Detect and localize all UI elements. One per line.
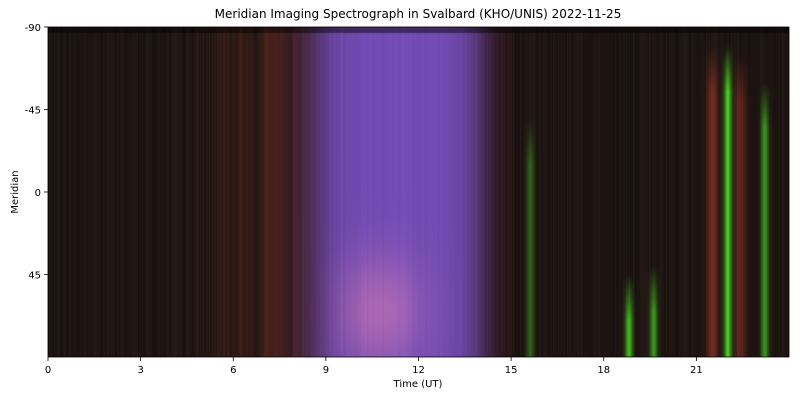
x-tick-label: 3 (137, 365, 143, 376)
x-tick-label: 6 (230, 365, 236, 376)
x-tick-label: 0 (45, 365, 51, 376)
y-tick-label: 0 (35, 188, 41, 199)
chart-title: Meridian Imaging Spectrograph in Svalbar… (215, 7, 622, 21)
x-tick-label: 21 (690, 365, 703, 376)
x-axis-label: Time (UT) (393, 379, 443, 390)
y-axis-label: Meridian (10, 170, 21, 213)
x-tick-label: 15 (505, 365, 518, 376)
x-tick-label: 9 (323, 365, 329, 376)
y-tick-label: -90 (25, 23, 41, 34)
x-axis: 0 3 6 9 12 15 18 21 (45, 357, 703, 376)
x-tick-label: 18 (597, 365, 610, 376)
x-tick-label: 12 (412, 365, 425, 376)
spectrogram-heatmap (48, 27, 789, 357)
y-tick-label: 45 (28, 271, 41, 282)
y-axis: -90 -45 0 45 (25, 23, 48, 282)
y-tick-label: -45 (25, 106, 41, 117)
